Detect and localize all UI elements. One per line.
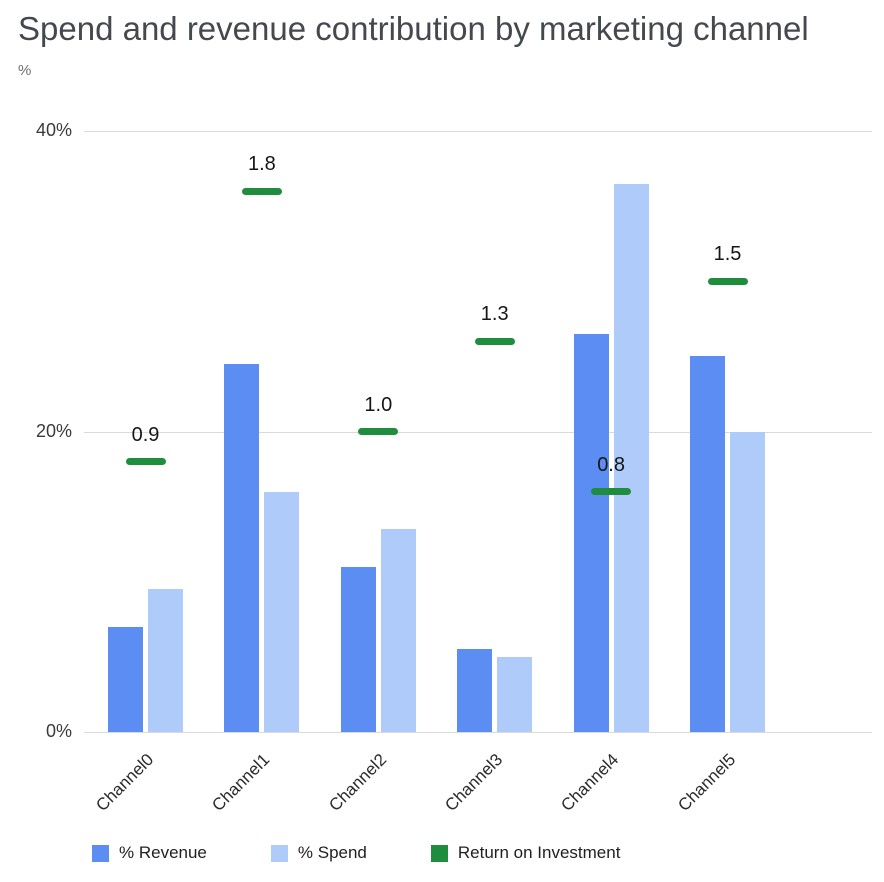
x-axis-label: Channel5 bbox=[674, 750, 739, 815]
chart-title: Spend and revenue contribution by market… bbox=[18, 10, 809, 47]
gridline bbox=[84, 732, 872, 733]
roi-value-label: 1.3 bbox=[480, 303, 509, 326]
legend-item-label: % Spend bbox=[297, 843, 367, 862]
spend-bar bbox=[497, 656, 533, 732]
legend-item-label: % Revenue bbox=[119, 843, 207, 862]
revenue-bar bbox=[340, 566, 376, 732]
gridline bbox=[84, 431, 872, 433]
x-axis-label: Channel4 bbox=[557, 750, 623, 815]
y-axis-tick-label: 0% bbox=[45, 721, 72, 741]
gridline bbox=[84, 131, 872, 132]
revenue-bar bbox=[108, 626, 143, 732]
roi-marker bbox=[474, 337, 515, 345]
x-axis-label: Channel1 bbox=[208, 750, 274, 815]
legend-swatch bbox=[430, 844, 448, 862]
revenue-bar bbox=[573, 333, 609, 732]
roi-value-label: 1.5 bbox=[713, 243, 742, 266]
roi-marker bbox=[707, 277, 748, 285]
spend-bar bbox=[730, 431, 765, 732]
legend-item: % Revenue bbox=[92, 843, 207, 863]
y-axis-tick-label: 20% bbox=[35, 420, 72, 441]
roi-marker bbox=[591, 488, 632, 496]
spend-bar bbox=[264, 491, 300, 732]
x-axis-label: Channel2 bbox=[324, 750, 390, 815]
legend-item-label: Return on Investment bbox=[457, 843, 621, 862]
spend-bar bbox=[148, 589, 183, 732]
revenue-bar bbox=[690, 356, 725, 732]
spend-bar bbox=[380, 529, 416, 732]
legend-item: % Spend bbox=[270, 843, 367, 863]
roi-value-label: 1.0 bbox=[364, 393, 393, 416]
legend-item: Return on Investment bbox=[430, 843, 621, 863]
y-axis-unit-label: % bbox=[18, 62, 32, 79]
x-axis-label: Channel3 bbox=[441, 750, 507, 815]
revenue-bar bbox=[224, 363, 260, 732]
legend-swatch bbox=[270, 844, 288, 862]
spend-bar bbox=[613, 183, 649, 732]
roi-value-label: 0.8 bbox=[597, 453, 625, 476]
legend: % Revenue % Spend Return on Investment bbox=[92, 843, 620, 863]
roi-marker bbox=[241, 187, 282, 195]
roi-value-label: 0.9 bbox=[131, 423, 160, 446]
x-axis-label: Channel0 bbox=[92, 750, 157, 815]
legend-swatch bbox=[92, 844, 109, 862]
roi-marker bbox=[358, 428, 399, 435]
y-axis-tick-label: 40% bbox=[35, 120, 72, 140]
roi-value-label: 1.8 bbox=[247, 153, 276, 176]
roi-marker bbox=[125, 458, 166, 466]
revenue-bar bbox=[457, 649, 493, 732]
